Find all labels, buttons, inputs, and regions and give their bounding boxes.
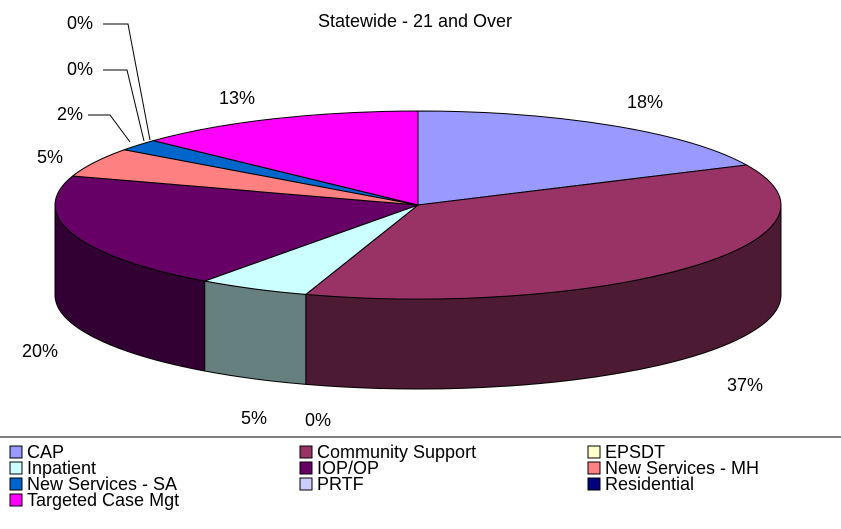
legend-label: IOP/OP <box>317 458 379 478</box>
data-label: 5% <box>37 147 63 167</box>
legend-label: Targeted Case Mgt <box>27 490 179 510</box>
data-label: 37% <box>727 375 763 395</box>
slice-side <box>204 280 307 385</box>
slice <box>417 110 749 206</box>
legend-item: PRTF <box>299 474 364 494</box>
legend-swatch <box>587 445 601 459</box>
chart-title: Statewide - 21 and Over <box>318 11 512 31</box>
legend-swatch <box>9 477 23 491</box>
legend-swatch <box>9 445 23 459</box>
legend-label: CAP <box>27 442 64 462</box>
legend-item: Targeted Case Mgt <box>9 490 179 510</box>
data-label: 0% <box>67 13 93 33</box>
data-label: 20% <box>22 341 58 361</box>
legend-swatch <box>587 477 601 491</box>
legend-swatch <box>9 493 23 507</box>
slice <box>151 110 419 206</box>
data-label: 0% <box>305 410 331 430</box>
legend-item: Inpatient <box>9 458 96 478</box>
legend-label: New Services - SA <box>27 474 177 494</box>
legend-item: Community Support <box>299 442 476 462</box>
legend-swatch <box>299 445 313 459</box>
legend-swatch <box>9 461 23 475</box>
data-label: 13% <box>219 88 255 108</box>
data-label: 5% <box>241 408 267 428</box>
legend-swatch <box>299 461 313 475</box>
legend-label: PRTF <box>317 474 364 494</box>
legend-label: Community Support <box>317 442 476 462</box>
legend-label: New Services - MH <box>605 458 759 478</box>
legend-label: EPSDT <box>605 442 665 462</box>
legend-item: IOP/OP <box>299 458 379 478</box>
data-label: 0% <box>67 59 93 79</box>
data-label: 2% <box>57 104 83 124</box>
legend-item: New Services - SA <box>9 474 177 494</box>
legend-item: CAP <box>9 442 64 462</box>
leader-line <box>103 69 145 142</box>
legend-label: Residential <box>605 474 694 494</box>
legend-swatch <box>587 461 601 475</box>
leader-line <box>103 23 151 141</box>
leader-line <box>88 114 131 143</box>
legend-label: Inpatient <box>27 458 96 478</box>
slice <box>54 175 419 282</box>
legend-item: New Services - MH <box>587 458 759 478</box>
slice <box>304 164 782 300</box>
data-label: 18% <box>627 92 663 112</box>
legend-item: Residential <box>587 474 694 494</box>
legend-item: EPSDT <box>587 442 665 462</box>
legend-swatch <box>299 477 313 491</box>
